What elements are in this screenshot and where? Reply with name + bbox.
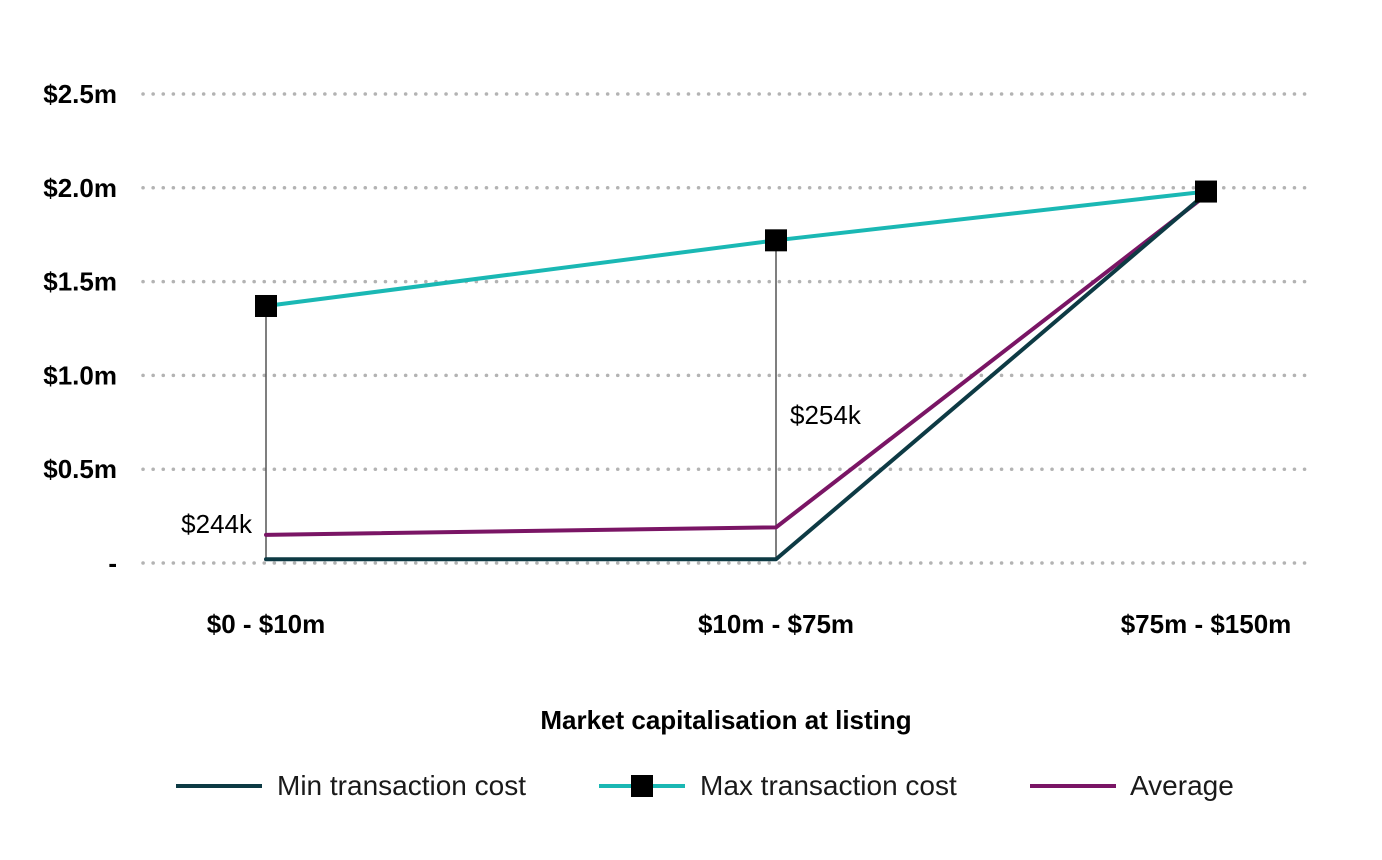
data-point-marker: [1195, 180, 1217, 203]
legend-label: Max transaction cost: [700, 770, 957, 801]
data-point-marker: [765, 229, 787, 252]
y-tick-label: -: [108, 548, 117, 578]
legend-item: Average: [1030, 770, 1234, 801]
series-line-min-transaction-cost: [264, 191, 1208, 562]
y-tick-label: $0.5m: [43, 454, 117, 484]
legend-item: Min transaction cost: [176, 770, 526, 801]
y-tick-label: $1.5m: [43, 267, 117, 297]
y-tick-label: $2.0m: [43, 173, 117, 203]
series-line-max-transaction-cost: [264, 189, 1208, 308]
x-tick-label: $0 - $10m: [207, 609, 326, 639]
series-line-average: [264, 193, 1208, 537]
data-annotations: $244k $254k: [181, 400, 862, 539]
x-axis-title: Market capitalisation at listing: [540, 705, 911, 735]
gridlines: [141, 92, 1307, 565]
legend: Min transaction cost Max transaction cost…: [176, 770, 1234, 801]
x-tick-label: $10m - $75m: [698, 609, 854, 639]
legend-label: Min transaction cost: [277, 770, 526, 801]
data-point-marker: [255, 294, 277, 317]
x-tick-label: $75m - $150m: [1121, 609, 1292, 639]
legend-item: Max transaction cost: [599, 770, 957, 801]
series-markers: [255, 180, 1217, 317]
y-tick-label: $2.5m: [43, 79, 117, 109]
x-axis-ticks: $0 - $10m $10m - $75m $75m - $150m: [207, 609, 1292, 639]
legend-marker: [631, 775, 653, 797]
y-tick-label: $1.0m: [43, 360, 117, 390]
y-axis-ticks: - $0.5m $1.0m $1.5m $2.0m $2.5m: [43, 79, 117, 578]
range-lines: [265, 240, 777, 560]
data-label: $244k: [181, 509, 253, 539]
data-label: $254k: [790, 400, 862, 430]
legend-label: Average: [1130, 770, 1234, 801]
